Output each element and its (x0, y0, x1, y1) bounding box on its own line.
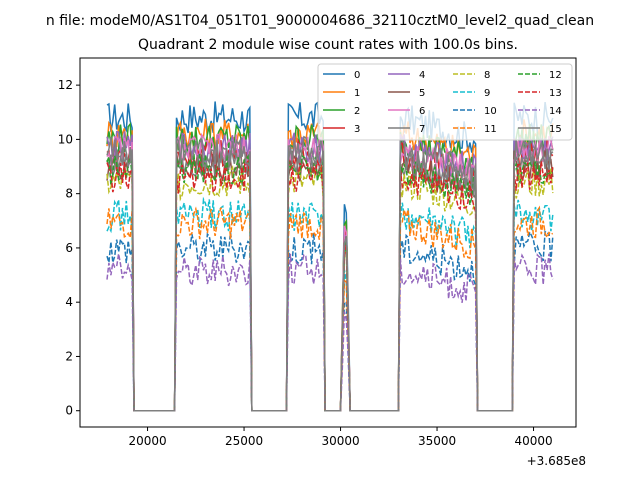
chart-title: Quadrant 2 module wise count rates with … (138, 37, 518, 53)
legend-label-8: 8 (484, 70, 490, 81)
legend-label-0: 0 (354, 70, 360, 81)
series-line-11 (106, 205, 554, 412)
legend-label-7: 7 (419, 124, 425, 135)
series-line-10 (106, 229, 554, 412)
y-tick-label: 2 (65, 349, 73, 363)
legend-label-3: 3 (354, 124, 360, 135)
series-line-14 (106, 253, 554, 412)
y-tick-label: 0 (65, 404, 73, 418)
legend-label-14: 14 (549, 106, 562, 117)
legend-label-10: 10 (484, 106, 497, 117)
series-line-9 (106, 196, 554, 412)
legend-label-11: 11 (484, 124, 497, 135)
series-line-8 (106, 165, 554, 412)
legend-label-15: 15 (549, 124, 562, 135)
legend-label-4: 4 (419, 70, 425, 81)
x-tick-label: 25000 (225, 434, 263, 448)
legend-label-1: 1 (354, 88, 360, 99)
x-tick-label: 35000 (418, 434, 456, 448)
x-offset-label: +3.685e8 (527, 454, 586, 468)
plot-lines (106, 101, 554, 412)
legend-label-2: 2 (354, 106, 360, 117)
y-tick-label: 8 (65, 187, 73, 201)
y-tick-label: 6 (65, 241, 73, 255)
series-line-13 (106, 159, 554, 412)
legend-label-9: 9 (484, 88, 490, 99)
legend-label-13: 13 (549, 88, 562, 99)
y-tick-label: 10 (58, 132, 73, 146)
series-line-12 (106, 153, 554, 412)
legend-label-12: 12 (549, 70, 562, 81)
legend-label-6: 6 (419, 106, 425, 117)
x-tick-label: 40000 (514, 434, 552, 448)
legend-box (317, 63, 573, 141)
y-tick-label: 12 (58, 78, 73, 92)
plot-frame (79, 57, 577, 428)
legend-label-5: 5 (419, 88, 425, 99)
x-tick-label: 20000 (128, 434, 166, 448)
x-tick-label: 30000 (321, 434, 359, 448)
series-line-15 (106, 135, 554, 412)
figure-suptitle: n file: modeM0/AS1T04_051T01_9000004686_… (46, 13, 594, 29)
y-tick-label: 4 (65, 295, 73, 309)
